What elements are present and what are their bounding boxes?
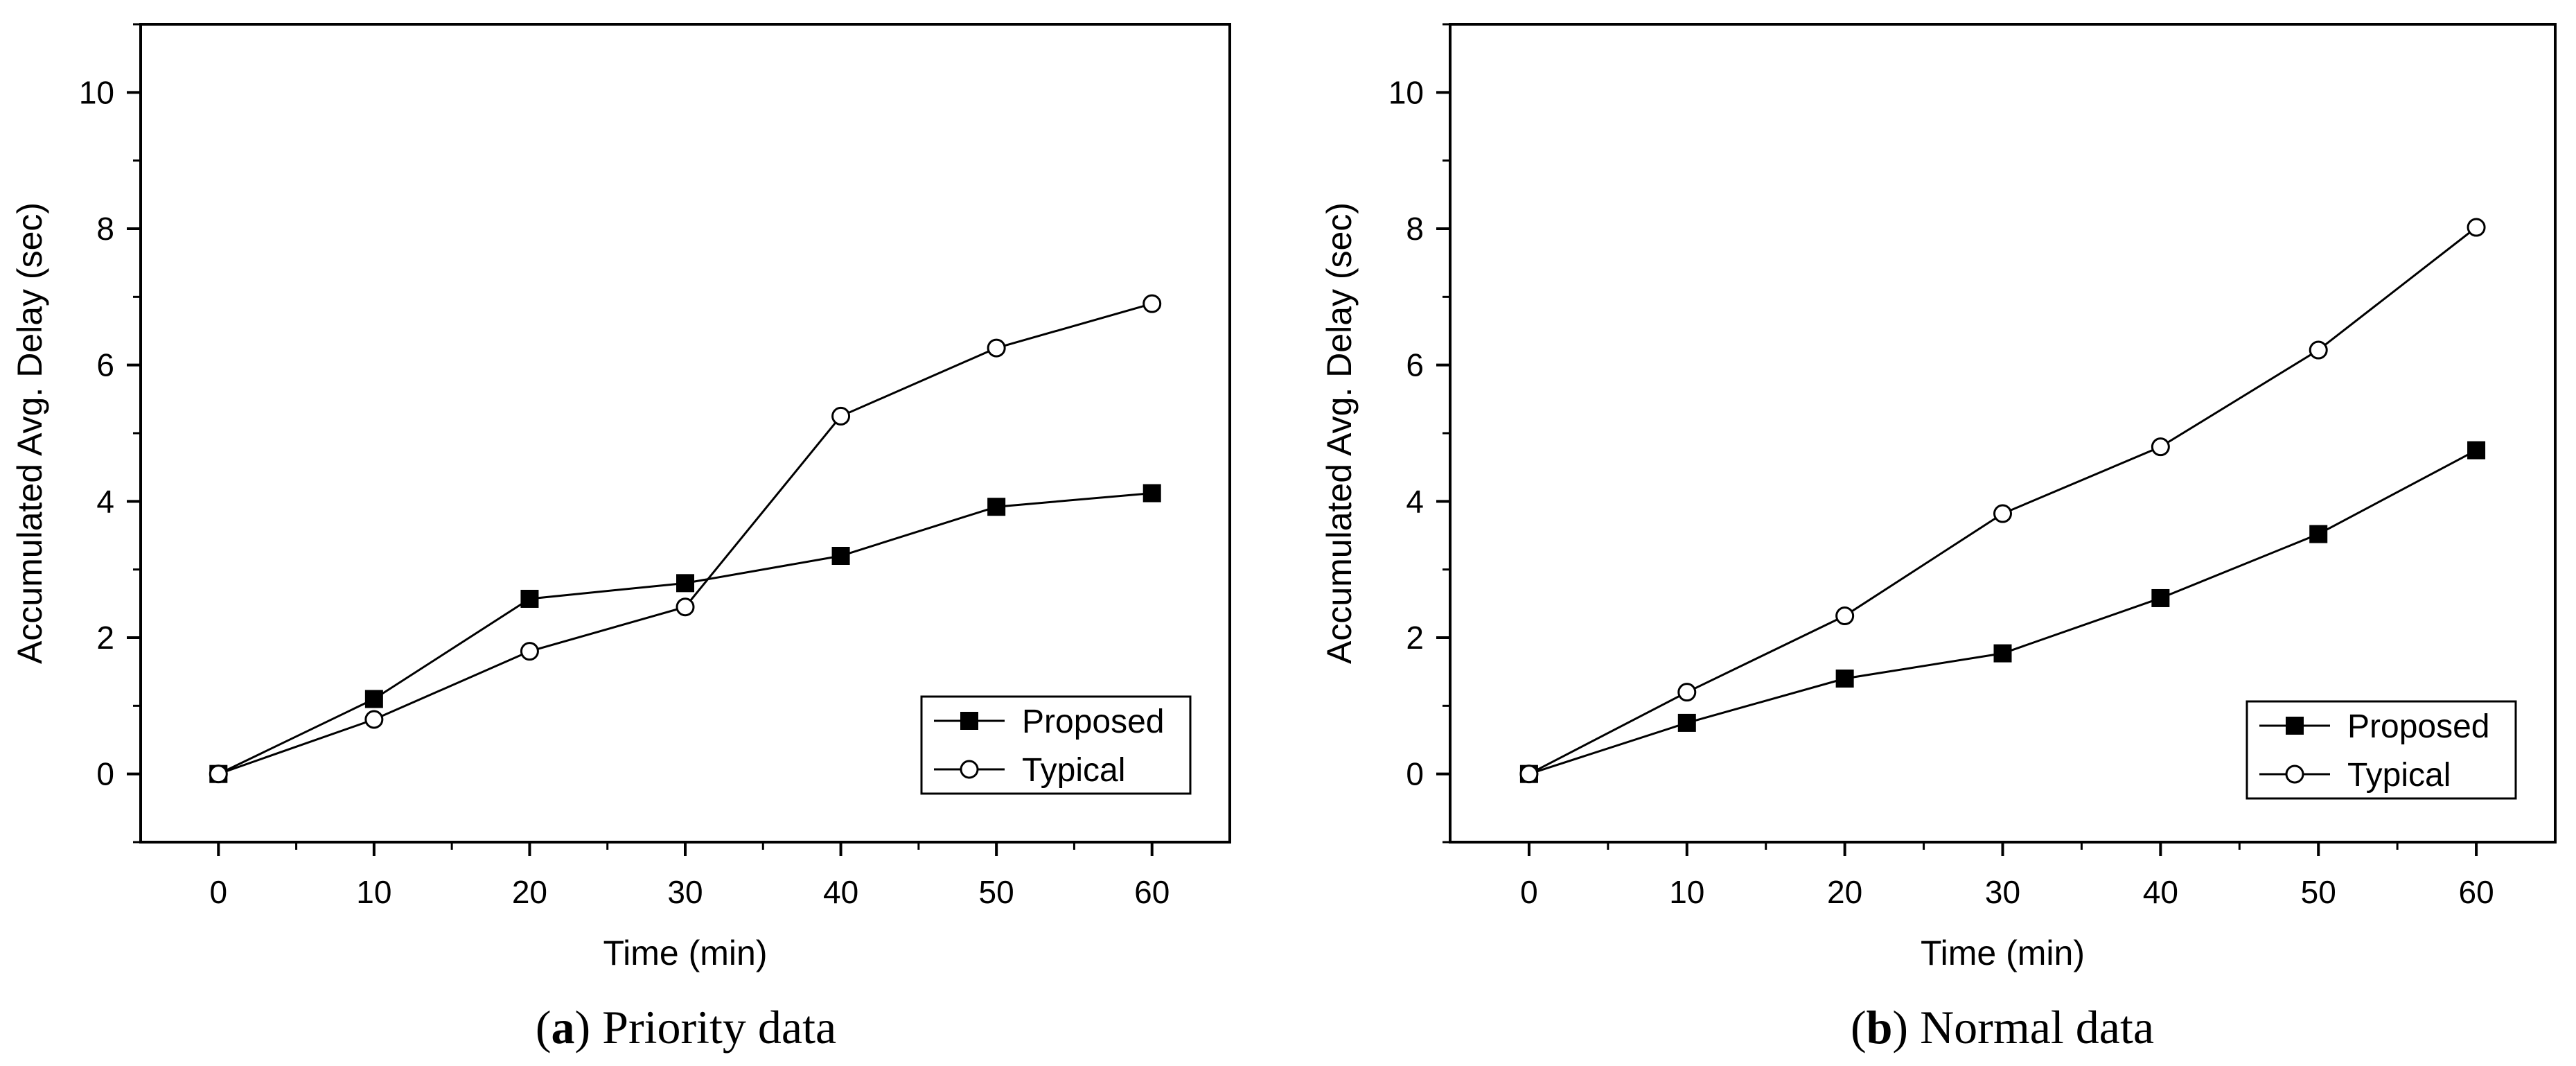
point-proposed (1143, 484, 1161, 503)
point-typical (520, 642, 539, 661)
y-tick-label: 0 (1406, 756, 1424, 792)
point-proposed (1993, 644, 2012, 663)
y-tick-label: 6 (1406, 347, 1424, 383)
legend-label-typical: Typical (2347, 757, 2451, 794)
point-proposed (1835, 670, 1854, 688)
y-tick-label: 4 (96, 483, 114, 519)
point-typical (987, 338, 1006, 358)
point-proposed (1677, 713, 1696, 732)
chart-a: 0 10 20 30 40 50 60 0 2 4 6 8 10 Time (min) Accumulate… (10, 23, 1231, 1054)
x-tick-label: 40 (2143, 874, 2178, 910)
y-tick-label: 4 (1406, 483, 1424, 519)
point-typical (676, 597, 695, 617)
point-typical (831, 406, 851, 426)
caption-paren-close: ) (574, 1001, 590, 1054)
legend-marker-typical (2285, 764, 2304, 784)
x-tick-label: 10 (1669, 874, 1704, 910)
x-tick-label: 60 (2458, 874, 2494, 910)
point-typical (2467, 218, 2486, 237)
legend-marker-typical (960, 760, 979, 779)
caption: (b) Normal data (1851, 1001, 2154, 1054)
caption-letter: a (551, 1001, 574, 1054)
point-proposed (2467, 441, 2486, 460)
point-typical (1519, 764, 1539, 784)
caption-paren-open: ( (1851, 1001, 1867, 1054)
y-tick-label: 8 (96, 211, 114, 247)
x-tick-label: 30 (667, 874, 703, 910)
point-typical (1143, 294, 1162, 313)
y-axis-title: Accumulated Avg. Delay (sec) (1320, 202, 1359, 664)
y-tick-label: 0 (96, 756, 114, 792)
y-tick-label: 2 (1406, 620, 1424, 656)
x-tick-label: 60 (1134, 874, 1170, 910)
point-proposed (2309, 525, 2328, 543)
x-tick-label: 50 (2301, 874, 2336, 910)
y-tick-label: 10 (79, 74, 114, 110)
point-typical (1835, 606, 1855, 626)
legend-label-proposed: Proposed (1022, 704, 1164, 740)
point-typical (2151, 437, 2170, 457)
caption-letter: b (1867, 1001, 1893, 1054)
x-tick-label: 30 (1985, 874, 2020, 910)
chart-b: 0 10 20 30 40 50 60 0 2 4 6 8 10 Time (min) Accumulate… (1320, 23, 2557, 1054)
caption-paren-close: ) (1892, 1001, 1908, 1054)
point-typical (2309, 340, 2328, 360)
x-tick-label: 50 (979, 874, 1014, 910)
caption-text: Priority data (590, 1001, 836, 1054)
point-proposed (364, 690, 383, 708)
caption-text: Normal data (1908, 1001, 2154, 1054)
caption-paren-open: ( (536, 1001, 552, 1054)
caption: (a) Priority data (536, 1001, 836, 1054)
point-proposed (987, 498, 1006, 516)
legend-label-proposed: Proposed (2347, 708, 2489, 745)
x-axis-title: Time (min) (603, 934, 767, 972)
x-tick-label: 0 (1520, 874, 1538, 910)
point-proposed (831, 547, 850, 565)
point-typical (364, 710, 384, 729)
x-axis-title: Time (min) (1921, 934, 2085, 972)
x-tick-label: 10 (356, 874, 391, 910)
point-proposed (2151, 588, 2170, 607)
y-tick-label: 6 (96, 347, 114, 383)
y-tick-label: 8 (1406, 211, 1424, 247)
x-tick-label: 40 (823, 874, 858, 910)
x-tick-label: 20 (1827, 874, 1862, 910)
point-typical (1993, 504, 2012, 523)
series-line-typical (1528, 226, 2477, 775)
point-proposed (676, 574, 694, 593)
legend-marker-proposed (960, 712, 978, 730)
point-typical (1677, 683, 1697, 702)
legend-marker-proposed (2286, 717, 2304, 735)
x-tick-label: 20 (512, 874, 547, 910)
point-typical (209, 764, 228, 784)
x-tick-label: 0 (209, 874, 227, 910)
legend-label-typical: Typical (1022, 752, 1125, 789)
y-tick-label: 10 (1388, 74, 1424, 110)
y-axis-title: Accumulated Avg. Delay (sec) (10, 202, 49, 664)
y-tick-label: 2 (96, 620, 114, 656)
point-proposed (520, 589, 539, 608)
